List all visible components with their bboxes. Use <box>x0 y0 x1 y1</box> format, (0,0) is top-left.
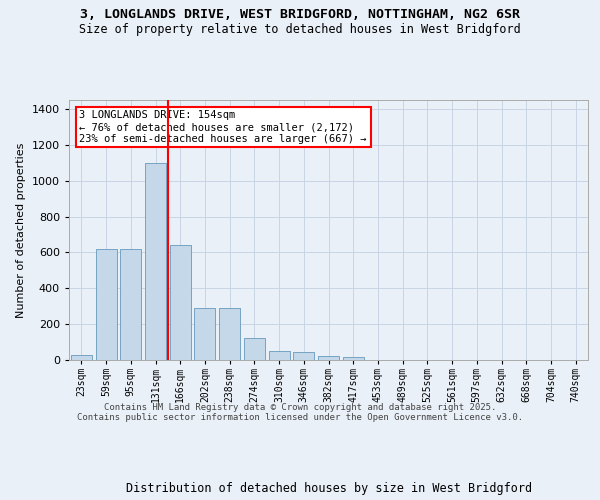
Bar <box>120 249 141 360</box>
Bar <box>343 358 364 360</box>
Bar <box>219 308 240 360</box>
Bar <box>244 338 265 360</box>
Bar <box>170 245 191 360</box>
Text: Contains HM Land Registry data © Crown copyright and database right 2025.
Contai: Contains HM Land Registry data © Crown c… <box>77 403 523 422</box>
Text: Size of property relative to detached houses in West Bridgford: Size of property relative to detached ho… <box>79 22 521 36</box>
Bar <box>318 356 339 360</box>
Text: 3, LONGLANDS DRIVE, WEST BRIDGFORD, NOTTINGHAM, NG2 6SR: 3, LONGLANDS DRIVE, WEST BRIDGFORD, NOTT… <box>80 8 520 20</box>
Bar <box>269 351 290 360</box>
Bar <box>95 249 116 360</box>
Bar <box>293 352 314 360</box>
Text: 3 LONGLANDS DRIVE: 154sqm
← 76% of detached houses are smaller (2,172)
23% of se: 3 LONGLANDS DRIVE: 154sqm ← 76% of detac… <box>79 110 367 144</box>
Bar <box>194 308 215 360</box>
Y-axis label: Number of detached properties: Number of detached properties <box>16 142 26 318</box>
Text: Distribution of detached houses by size in West Bridgford: Distribution of detached houses by size … <box>126 482 532 495</box>
Bar <box>71 354 92 360</box>
Bar <box>145 163 166 360</box>
